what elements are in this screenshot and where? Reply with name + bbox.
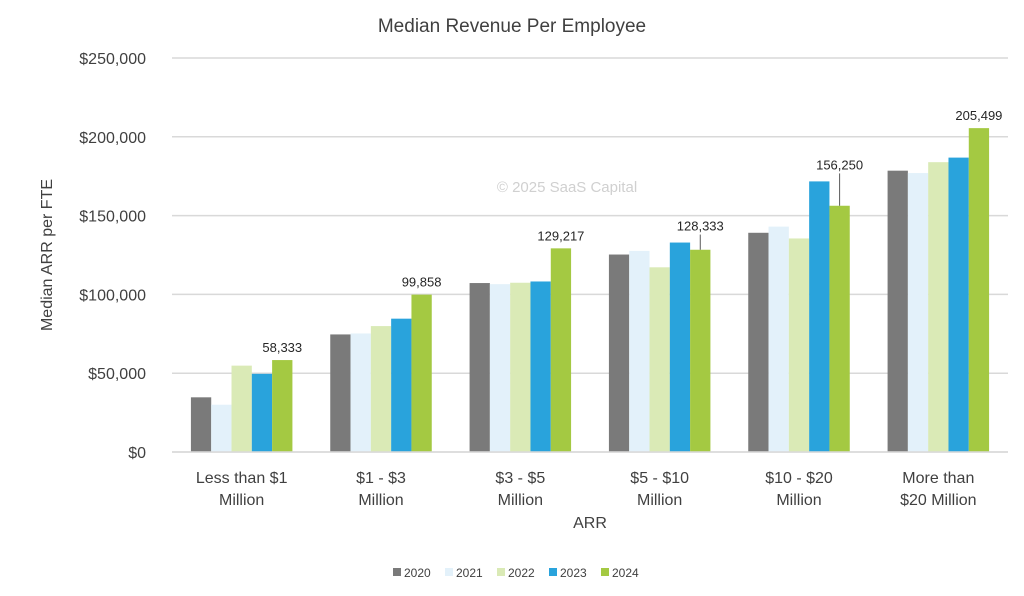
x-tick-label: Million	[358, 492, 403, 509]
legend-swatch-2020	[393, 568, 401, 576]
y-tick-label: $50,000	[88, 366, 146, 383]
bar-2024-5	[968, 128, 990, 452]
x-tick-label: Million	[498, 492, 543, 509]
bar-2020-2	[469, 283, 490, 452]
y-tick-label: $0	[128, 445, 146, 462]
bar-2021-3	[629, 250, 650, 452]
bar-2023-2	[530, 281, 551, 452]
legend-label-2021: 2021	[456, 566, 483, 580]
chart-title: Median Revenue Per Employee	[378, 16, 646, 37]
x-axis-title: ARR	[573, 515, 607, 532]
x-tick-label: $20 Million	[900, 492, 976, 509]
bar-2023-5	[948, 157, 969, 452]
legend-swatch-2021	[445, 568, 453, 576]
bar-2022-5	[928, 162, 949, 453]
bar-2021-1	[350, 333, 371, 452]
x-tick-label: $5 - $10	[630, 470, 689, 487]
bar-2021-4	[768, 226, 789, 452]
x-tick-label: Million	[637, 492, 682, 509]
bar-2023-1	[391, 318, 412, 452]
x-tick-label: $10 - $20	[765, 470, 833, 487]
y-tick-label: $100,000	[79, 287, 146, 304]
data-label: 156,250	[816, 157, 863, 172]
bar-2023-3	[669, 242, 691, 452]
x-tick-label: $1 - $3	[356, 470, 406, 487]
bar-2020-3	[608, 254, 630, 452]
data-label: 129,217	[537, 228, 584, 243]
x-tick-label: $3 - $5	[495, 470, 545, 487]
legend-swatch-2024	[601, 568, 609, 576]
legend-swatch-2022	[497, 568, 505, 576]
bar-2020-1	[330, 334, 351, 452]
legend-label-2020: 2020	[404, 566, 431, 580]
bar-2020-5	[887, 170, 908, 452]
bar-2024-4	[829, 205, 850, 452]
bar-2022-3	[649, 267, 670, 452]
bar-2024-1	[411, 294, 432, 452]
bar-2022-2	[510, 282, 531, 452]
bar-2020-0	[190, 397, 212, 452]
bar-2021-2	[489, 284, 511, 452]
bar-2022-4	[788, 238, 810, 452]
bar-2023-0	[251, 373, 273, 452]
legend-label-2024: 2024	[612, 566, 639, 580]
bar-2022-1	[370, 326, 392, 452]
data-label: 128,333	[677, 219, 724, 234]
x-tick-label: Less than $1	[196, 470, 288, 487]
x-tick-label: Million	[776, 492, 821, 509]
y-tick-label: $250,000	[79, 51, 146, 68]
legend-swatch-2023	[549, 568, 557, 576]
x-tick-label: More than	[902, 470, 974, 487]
bar-2020-4	[748, 232, 769, 452]
x-tick-label: Million	[219, 492, 264, 509]
bar-2021-0	[211, 404, 232, 452]
data-label: 99,858	[402, 275, 442, 290]
y-tick-label: $200,000	[79, 130, 146, 147]
bar-2024-0	[272, 360, 293, 452]
legend-label-2023: 2023	[560, 566, 587, 580]
y-axis-title: Median ARR per FTE	[39, 179, 56, 331]
watermark: © 2025 SaaS Capital	[497, 179, 637, 196]
y-tick-label: $150,000	[79, 209, 146, 226]
bar-2021-5	[907, 173, 929, 452]
legend-label-2022: 2022	[508, 566, 535, 580]
data-label: 205,499	[955, 108, 1002, 123]
bar-2022-0	[231, 365, 252, 452]
data-label: 58,333	[262, 340, 302, 355]
bar-2023-4	[809, 181, 830, 452]
bar-2024-2	[550, 248, 572, 452]
bar-2024-3	[690, 249, 711, 452]
